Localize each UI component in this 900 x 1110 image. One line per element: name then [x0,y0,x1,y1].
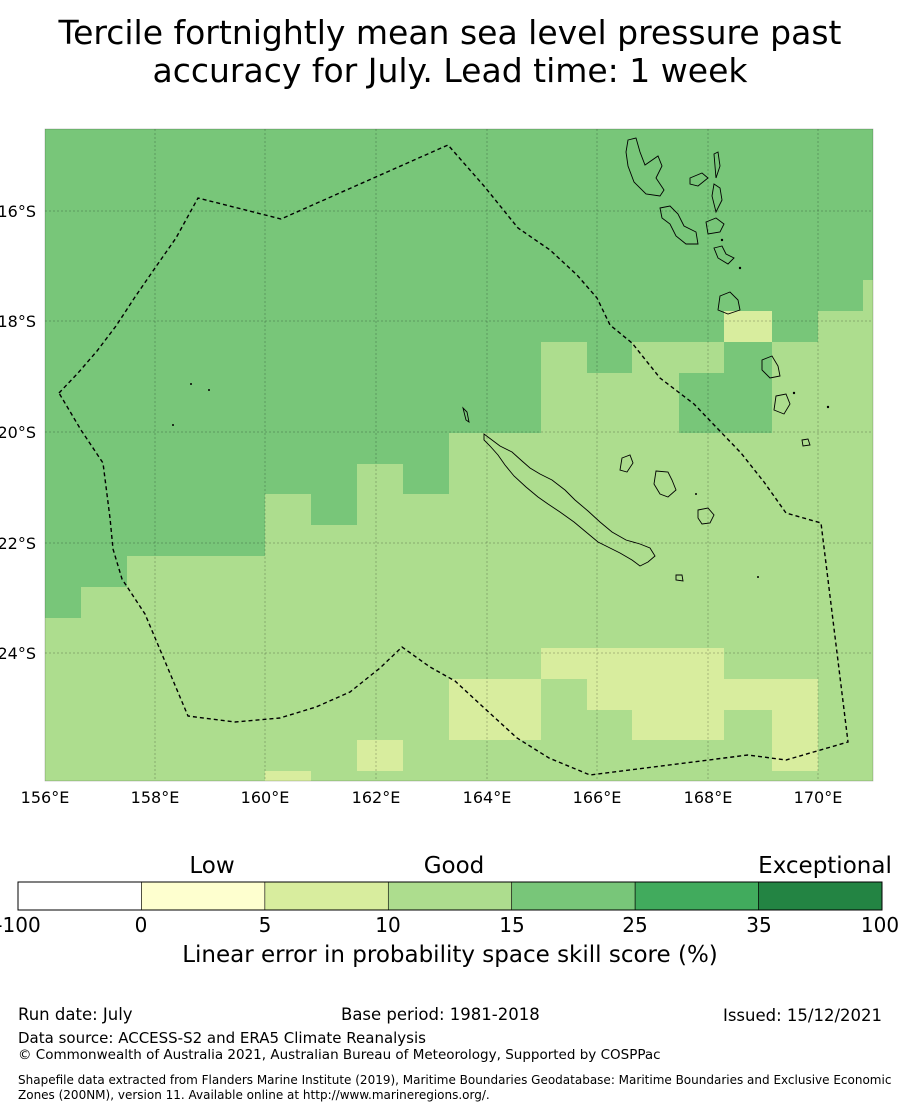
lon-label: 164°E [463,788,512,807]
loyalty-islands-coast [653,470,677,498]
colorbar-tick: 15 [499,913,525,937]
category-good: Good [423,853,485,879]
colorbar-cell [264,881,389,911]
skill-patch-5-10 [265,771,311,781]
new-caledonia-coast [483,433,656,567]
colorbar-cell [758,881,883,911]
colorbar-cell [17,881,142,911]
coastlines [462,137,811,582]
small-islands [172,238,830,578]
category-low: Low [189,853,235,879]
lat-label: 22°S [0,534,36,553]
base-period: Base period: 1981-2018 [341,1005,540,1024]
colorbar [17,881,883,911]
lon-label: 156°E [21,788,70,807]
skill-patch-10-15 [541,679,587,710]
vanuatu-coast [713,245,735,265]
lon-label: 170°E [794,788,843,807]
island-coast [462,406,470,423]
vanuatu-coast [711,183,723,214]
skill-patch-5-10 [772,740,818,771]
colorbar-tick: 5 [258,913,272,937]
lon-label: 162°E [352,788,401,807]
chart-title: Tercile fortnightly mean sea level press… [0,14,900,90]
colorbar-frame [17,881,883,911]
colorbar-label: Linear error in probability space skill … [182,942,718,968]
colorbar-tick: 35 [746,913,772,937]
vanuatu-coast [761,355,781,379]
lon-label: 168°E [684,788,733,807]
island-coast [675,574,684,582]
skill-patch-15-25 [724,280,772,311]
run-date: Run date: July [18,1005,133,1024]
map-frame [44,128,874,782]
eez-boundary [58,144,849,776]
colorbar-cell [141,881,266,911]
category-exceptional: Exceptional [758,853,892,879]
colorbar-tick: 25 [622,913,648,937]
skill-map: 156°E 158°E 160°E 162°E 164°E 166°E 168°… [0,128,874,807]
vanuatu-coast [773,393,791,415]
data-source: Data source: ACCESS-S2 and ERA5 Climate … [18,1029,426,1047]
loyalty-islands-coast [697,507,715,525]
lon-label: 166°E [573,788,622,807]
vanuatu-coast [659,205,699,245]
lat-label: 20°S [0,423,36,442]
colorbar-cell [387,881,513,911]
colorbar-tick: 10 [375,913,401,937]
vanuatu-coast [713,151,721,179]
colorbar-tick: -100 [0,913,41,937]
island-coast [801,438,811,447]
lat-label: 24°S [0,644,36,663]
colorbar-tick: 100 [860,913,900,937]
lat-label: 16°S [0,202,36,221]
colorbar-cell [511,881,636,911]
vanuatu-coast [717,291,741,315]
skill-patch-15-25 [724,342,772,373]
colorbar-tick: 0 [134,913,148,937]
loyalty-islands-coast [619,454,634,473]
copyright: © Commonwealth of Australia 2021, Austra… [18,1047,661,1063]
lat-label: 18°S [0,312,36,331]
vanuatu-coast [625,137,665,197]
vanuatu-coast [689,172,709,187]
skill-patch-5-10 [357,740,403,771]
gridlines [45,129,873,781]
issued-date: Issued: 15/12/2021 [722,1006,882,1025]
colorbar-cell [634,881,759,911]
lon-label: 158°E [131,788,180,807]
title-line-2: accuracy for July. Lead time: 1 week [152,51,748,90]
skill-region-5-10 [449,648,818,771]
vanuatu-coast [705,217,725,235]
title-line-1: Tercile fortnightly mean sea level press… [58,13,842,52]
shapefile-credit: Shapefile data extracted from Flanders M… [18,1073,892,1102]
skill-patch-5-10 [724,311,772,342]
lon-label: 160°E [241,788,290,807]
